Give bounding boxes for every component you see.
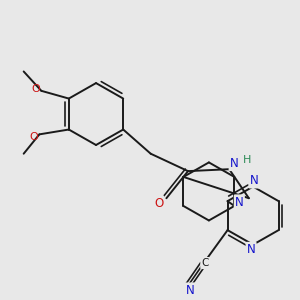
Text: O: O	[31, 84, 40, 94]
Text: N: N	[250, 174, 258, 187]
Text: N: N	[186, 284, 195, 297]
Text: O: O	[154, 196, 163, 210]
Text: N: N	[247, 243, 256, 256]
Text: N: N	[230, 157, 239, 170]
Text: C: C	[201, 258, 209, 268]
Text: O: O	[29, 132, 38, 142]
Text: H: H	[243, 154, 251, 164]
Text: N: N	[235, 196, 244, 208]
